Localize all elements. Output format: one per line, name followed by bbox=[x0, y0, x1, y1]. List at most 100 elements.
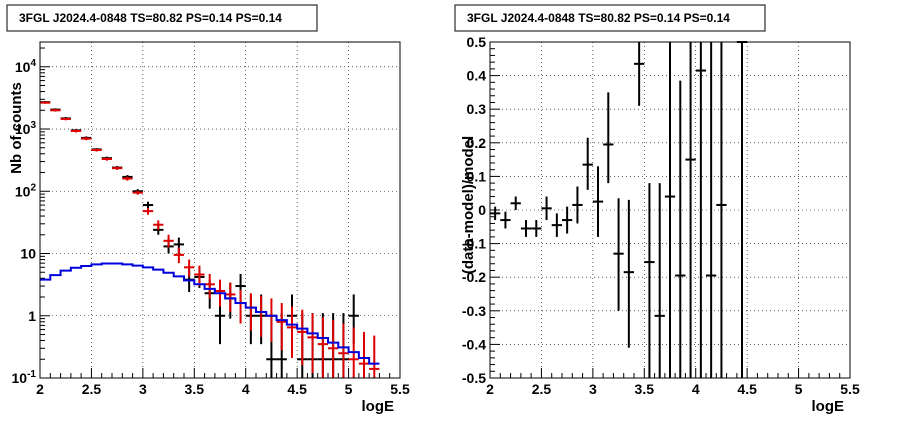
x-tick-label: 2.5 bbox=[532, 381, 552, 397]
y-tick-label: 102 bbox=[15, 182, 37, 199]
data-point bbox=[142, 207, 154, 215]
data-point bbox=[520, 220, 532, 237]
chart-title: 3FGL J2024.4-0848 TS=80.82 PS=0.14 PS=0.… bbox=[19, 11, 282, 25]
x-tick-label: 4 bbox=[692, 381, 700, 397]
x-tick-label: 3 bbox=[139, 381, 147, 397]
data-point bbox=[603, 92, 614, 184]
x-tick-label: 4.5 bbox=[737, 381, 757, 397]
data-point bbox=[531, 220, 542, 237]
x-axis: 2 2.5 3 3.5 4 4.5 5 5.5 bbox=[486, 42, 860, 397]
data-point bbox=[122, 176, 133, 181]
data-point bbox=[685, 42, 696, 378]
residuals-panel: 2 2.5 3 3.5 4 4.5 5 5.5 -0.5 -0.4 -0.3 -0.2 -0.1 0 0.1… bbox=[454, 4, 860, 415]
data-point bbox=[91, 148, 102, 152]
title-box bbox=[454, 4, 766, 32]
data-point bbox=[153, 220, 164, 230]
x-tick-label: 2 bbox=[36, 381, 44, 397]
data-point bbox=[695, 42, 706, 378]
y-axis: 10-1 1 10 102 103 104 bbox=[12, 47, 400, 386]
y-tick-label: -0.1 bbox=[462, 236, 486, 252]
x-axis: 2 2.5 3 3.5 4 4.5 5 5.5 bbox=[36, 42, 410, 397]
y-tick-label: 0.3 bbox=[467, 101, 487, 117]
x-tick-label: 5 bbox=[345, 381, 353, 397]
x-tick-label: 5.5 bbox=[840, 381, 860, 397]
data-point bbox=[112, 166, 123, 170]
x-tick-label: 3.5 bbox=[635, 381, 655, 397]
y-tick-label: 1 bbox=[28, 308, 36, 324]
y-tick-label: 0.1 bbox=[467, 168, 487, 184]
svg-text:102: 102 bbox=[15, 182, 37, 199]
x-tick-label: 2.5 bbox=[82, 381, 102, 397]
svg-text:104: 104 bbox=[15, 58, 37, 75]
data-point bbox=[562, 206, 573, 234]
plot-frame bbox=[39, 41, 401, 379]
y-axis-label: Nb of counts bbox=[8, 82, 25, 174]
data-point bbox=[338, 323, 349, 378]
data-point bbox=[194, 265, 205, 287]
data-point bbox=[541, 196, 552, 221]
svg-text:103: 103 bbox=[15, 120, 37, 137]
data-point bbox=[582, 137, 593, 190]
data-point bbox=[572, 186, 583, 224]
plot-frame bbox=[489, 41, 851, 379]
y-tick-label: 103 bbox=[15, 120, 37, 137]
data-point bbox=[70, 129, 82, 133]
data-point bbox=[675, 80, 686, 378]
data-point bbox=[510, 196, 521, 210]
data-point bbox=[328, 320, 339, 378]
errorbar-series-0 bbox=[490, 41, 748, 378]
data-point bbox=[184, 259, 195, 277]
data-point bbox=[173, 247, 184, 264]
y-tick-label: -0.3 bbox=[462, 303, 486, 319]
x-axis-label: logE bbox=[362, 398, 395, 415]
data-point bbox=[163, 234, 174, 248]
x-tick-label: 5.5 bbox=[390, 381, 410, 397]
y-tick-label: 0.5 bbox=[467, 34, 487, 50]
data-point bbox=[623, 199, 634, 348]
svg-text:10: 10 bbox=[20, 246, 36, 262]
data-point bbox=[286, 306, 298, 358]
data-point bbox=[297, 309, 308, 366]
data-point bbox=[644, 183, 655, 378]
data-point bbox=[490, 206, 501, 221]
data-point bbox=[81, 137, 92, 141]
counts-panel: 2 2.5 3 3.5 4 4.5 5 5.5 10-1 1 10 102 103 104 3FGL J20… bbox=[6, 4, 410, 415]
y-axis-label: (data-model)/model bbox=[460, 136, 477, 274]
data-point bbox=[132, 190, 143, 195]
data-point bbox=[307, 313, 318, 374]
svg-text:10-1: 10-1 bbox=[12, 369, 37, 386]
chart-title: 3FGL J2024.4-0848 TS=80.82 PS=0.14 PS=0.… bbox=[467, 11, 730, 25]
data-point bbox=[276, 303, 287, 351]
data-point bbox=[101, 157, 112, 161]
x-tick-label: 3.5 bbox=[185, 381, 205, 397]
y-tick-label: -0.2 bbox=[462, 269, 486, 285]
y-tick-label: 104 bbox=[15, 58, 37, 75]
data-point bbox=[706, 42, 717, 378]
y-tick-label: 0.2 bbox=[467, 135, 487, 151]
data-point bbox=[358, 331, 370, 378]
data-point bbox=[634, 42, 645, 106]
data-point bbox=[317, 317, 328, 378]
x-axis-label: logE bbox=[812, 398, 845, 415]
data-point bbox=[50, 108, 61, 112]
data-point bbox=[142, 201, 154, 209]
model-histogram bbox=[40, 262, 380, 365]
data-point bbox=[40, 101, 51, 104]
data-point bbox=[204, 273, 215, 299]
svg-text:1: 1 bbox=[28, 308, 36, 324]
x-tick-label: 2 bbox=[486, 381, 494, 397]
data-point bbox=[369, 335, 380, 378]
title-box bbox=[6, 4, 318, 32]
data-point bbox=[500, 211, 511, 229]
x-tick-label: 5 bbox=[795, 381, 803, 397]
y-tick-label: 10-1 bbox=[12, 369, 37, 386]
data-point bbox=[716, 42, 727, 378]
y-tick-label: -0.4 bbox=[462, 336, 486, 352]
x-tick-label: 4.5 bbox=[287, 381, 307, 397]
data-point bbox=[225, 282, 236, 312]
data-point bbox=[613, 198, 624, 311]
data-point bbox=[654, 183, 665, 378]
y-tick-label: -0.5 bbox=[462, 370, 486, 386]
data-point bbox=[551, 213, 562, 237]
